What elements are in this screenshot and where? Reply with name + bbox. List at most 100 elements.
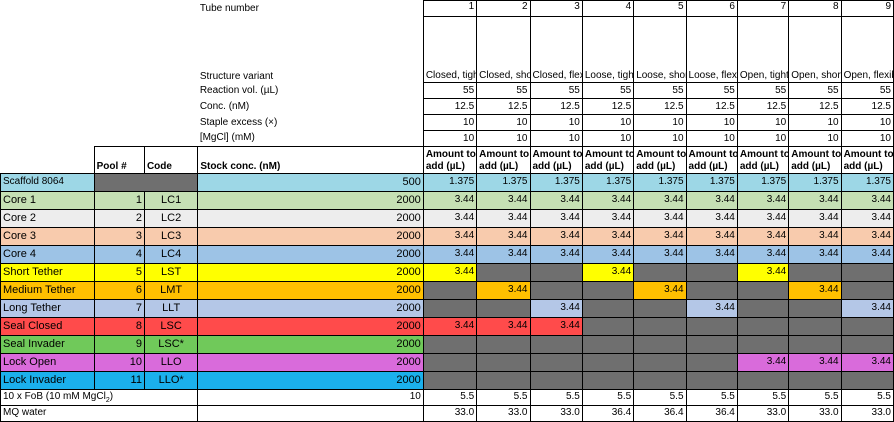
- water-amount-cell: 33.0: [476, 404, 531, 422]
- amount-header-line1: Amount to: [843, 148, 894, 160]
- reaction-vol-cell: 55: [788, 82, 842, 99]
- pool-code: LST: [143, 262, 199, 282]
- structure-variant: Closed, shortened tether: [476, 16, 531, 83]
- structure-variant: Loose, shortened tether: [633, 16, 687, 83]
- structure-variant: Loose, flexible tether: [685, 16, 738, 83]
- amount-cell: 3.44: [422, 244, 478, 264]
- pool-row: Short Tether 5 LST 2000 3.44 3.44 3.44: [0, 262, 894, 282]
- pool-name: Seal Closed: [0, 316, 95, 336]
- amount-cell: 3.44: [840, 244, 894, 264]
- pool-row: Medium Tether 6 LMT 2000 3.44 3.44 3.44: [0, 280, 894, 300]
- empty-amount-cell: [685, 280, 738, 300]
- conc-cell: 12.5: [422, 98, 478, 115]
- water-amount-cell: 33.0: [788, 404, 842, 422]
- amount-cell: 1.375: [736, 172, 790, 192]
- empty-amount-cell: [422, 280, 478, 300]
- fob-name-prefix: 10 x FoB (10 mM MgCl: [3, 391, 106, 402]
- mgcl-cell: 10: [685, 130, 738, 147]
- amount-cell: 3.44: [685, 226, 738, 246]
- amount-header: Amount to add (µL): [736, 146, 790, 174]
- pool-name: Scaffold 8064: [0, 172, 95, 192]
- amount-header-line2: add (µL): [688, 160, 728, 172]
- stock-conc-cell: 2000: [197, 280, 424, 300]
- reaction-vol-cell: 55: [422, 82, 478, 99]
- amount-cell: 3.44: [840, 352, 894, 372]
- staple-excess-cell: 10: [581, 114, 635, 131]
- reaction-vol-cell: 55: [736, 82, 790, 99]
- pool-number: 6: [93, 280, 145, 300]
- pool-number: 10: [93, 352, 145, 372]
- empty-amount-cell: [840, 334, 894, 354]
- amount-cell: 3.44: [736, 208, 790, 228]
- fob-row: 10 x FoB (10 mM MgCl2) 10 5.5 5.5 5.5 5.5 5.5 5…: [0, 388, 894, 406]
- amount-cell: 3.44: [633, 190, 687, 210]
- stock-conc-cell: 2000: [197, 262, 424, 282]
- pool-number: 2: [93, 208, 145, 228]
- empty-amount-cell: [685, 334, 738, 354]
- pool-row: Scaffold 8064 500 1.375 1.375 1.375 1.375 1.37…: [0, 172, 894, 192]
- empty-amount-cell: [788, 370, 842, 390]
- pool-number: 3: [93, 226, 145, 246]
- amount-cell: 1.375: [422, 172, 478, 192]
- amount-header-line2: add (µL): [739, 160, 779, 172]
- empty-amount-cell: [685, 370, 738, 390]
- staple-excess-cell: 10: [476, 114, 531, 131]
- pool-name: Core 2: [0, 208, 95, 228]
- fob-stock: 10: [197, 388, 424, 406]
- empty-amount-cell: [685, 262, 738, 282]
- tube-number: 6: [685, 0, 738, 17]
- amount-cell: 3.44: [840, 208, 894, 228]
- pool-code: LLO*: [143, 370, 199, 390]
- amount-cell: 3.44: [840, 298, 894, 318]
- empty-amount-cell: [736, 370, 790, 390]
- pool-name: Core 4: [0, 244, 95, 264]
- mgcl-cell: 10: [581, 130, 635, 147]
- empty-amount-cell: [476, 334, 531, 354]
- stock-conc-cell: 2000: [197, 298, 424, 318]
- empty-amount-cell: [633, 316, 687, 336]
- reaction-vol-label: Reaction vol. (µL): [199, 84, 279, 96]
- pool-row: Seal Closed 8 LSC 2000 3.44 3.44 3.44: [0, 316, 894, 336]
- amount-cell: 3.44: [476, 190, 531, 210]
- empty-amount-cell: [840, 316, 894, 336]
- fob-amount-cell: 5.5: [788, 388, 842, 406]
- tube-number: 5: [633, 0, 687, 17]
- amount-cell: 3.44: [529, 226, 583, 246]
- amount-cell: 3.44: [529, 208, 583, 228]
- reaction-vol-cell: 55: [581, 82, 635, 99]
- amount-header: Amount to add (µL): [633, 146, 687, 174]
- pool-number: 9: [93, 334, 145, 354]
- amount-cell: 3.44: [736, 244, 790, 264]
- fob-name: 10 x FoB (10 mM MgCl2): [0, 388, 199, 406]
- stock-conc-cell: 500: [197, 172, 424, 192]
- empty-amount-cell: [476, 352, 531, 372]
- pool-name: Lock Open: [0, 352, 95, 372]
- tube-number-label: Tube number: [199, 2, 259, 14]
- empty-amount-cell: [476, 262, 531, 282]
- fob-amount-cell: 5.5: [840, 388, 894, 406]
- structure-variant: Loose, tightly bound tether: [581, 16, 635, 83]
- pool-number: 7: [93, 298, 145, 318]
- empty-amount-cell: [788, 298, 842, 318]
- pool-code: LLO: [143, 352, 199, 372]
- column-header-row: Pool # Code Stock conc. (nM) Amount to ad…: [1, 146, 894, 174]
- empty-amount-cell: [581, 298, 635, 318]
- pool-name: Seal Invader: [0, 334, 95, 354]
- amount-cell: 3.44: [685, 244, 738, 264]
- structure-variant: Closed, flexible tether: [529, 16, 583, 83]
- amount-cell: 3.44: [685, 190, 738, 210]
- conc-cell: 12.5: [840, 98, 894, 115]
- reaction-vol-cell: 55: [476, 82, 531, 99]
- water-name: MQ water: [0, 404, 199, 422]
- empty-amount-cell: [685, 352, 738, 372]
- tube-number: 1: [422, 0, 478, 17]
- amount-cell: 1.375: [633, 172, 687, 192]
- empty-amount-cell: [422, 334, 478, 354]
- fob-amount-cell: 5.5: [529, 388, 583, 406]
- fob-name-subscript: 2: [105, 397, 110, 404]
- mgcl-cell: 10: [633, 130, 687, 147]
- empty-amount-cell: [529, 334, 583, 354]
- fob-amount-cell: 5.5: [633, 388, 687, 406]
- code-header: Code: [143, 146, 199, 174]
